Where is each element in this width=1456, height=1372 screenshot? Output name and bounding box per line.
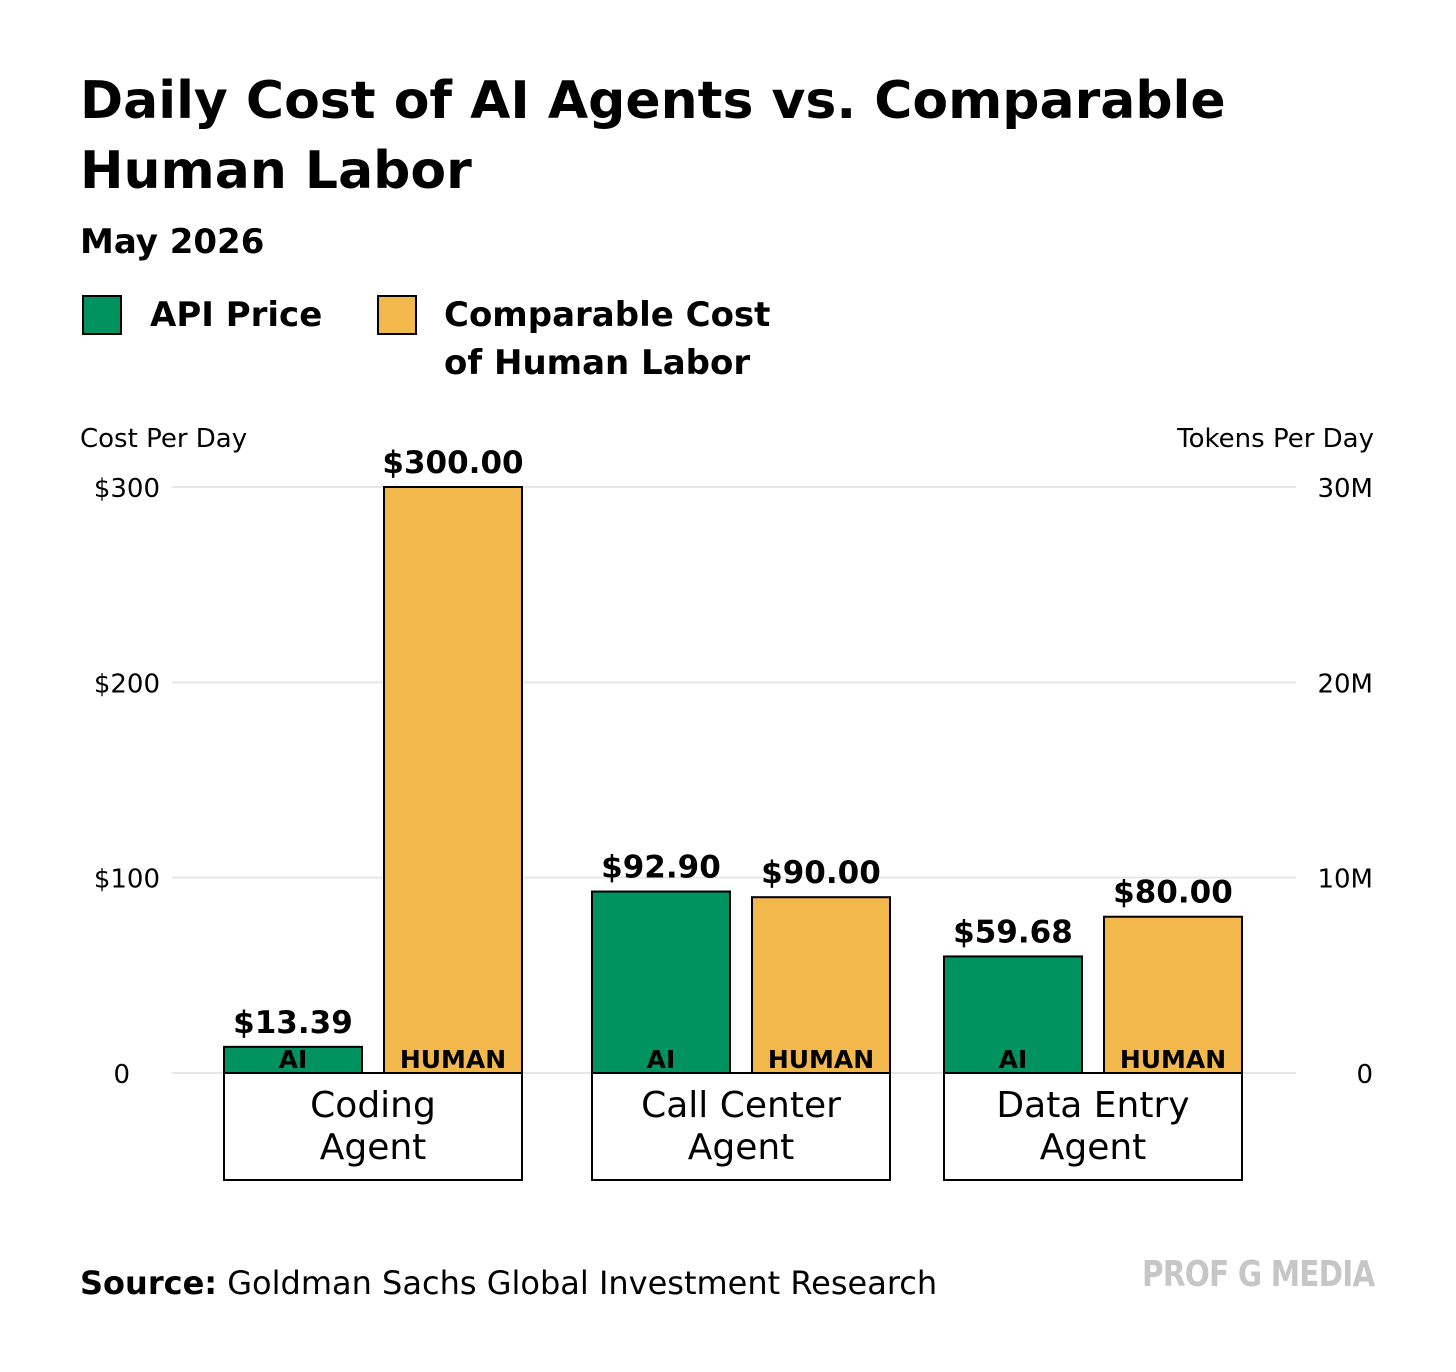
y-tick-label: 0 bbox=[113, 1060, 130, 1090]
y2-tick-label: 10M bbox=[1317, 865, 1373, 895]
category-label: Agent bbox=[1040, 1127, 1147, 1168]
bar bbox=[943, 955, 1083, 1074]
category-box bbox=[223, 1072, 523, 1181]
category-box bbox=[591, 1072, 891, 1181]
y-axis-title: Cost Per Day bbox=[80, 424, 248, 454]
bar bbox=[591, 890, 731, 1074]
y-tick-label: $300 bbox=[94, 474, 160, 504]
category-label: Agent bbox=[320, 1127, 427, 1168]
source-label: Source: bbox=[80, 1264, 218, 1302]
bar-inner-label: HUMAN bbox=[1120, 1045, 1226, 1074]
y2-axis-title: Tokens Per Day bbox=[1177, 424, 1374, 454]
source-note: Source: Goldman Sachs Global Investment … bbox=[80, 1264, 937, 1302]
bar-inner-label: AI bbox=[999, 1045, 1028, 1074]
bar-inner-label: HUMAN bbox=[400, 1045, 506, 1074]
bar-inner-label: AI bbox=[279, 1045, 308, 1074]
data-label: $59.68 bbox=[953, 914, 1073, 950]
category-box bbox=[943, 1072, 1243, 1181]
legend-label-api: API Price bbox=[150, 295, 323, 335]
chart-title: Daily Cost of AI Agents vs. Comparable H… bbox=[80, 71, 1226, 201]
category-label: Call Center bbox=[641, 1085, 841, 1126]
y2-tick-label: 30M bbox=[1317, 474, 1373, 504]
source-text: Goldman Sachs Global Investment Research bbox=[227, 1264, 938, 1302]
data-label: $90.00 bbox=[761, 855, 881, 891]
legend-label-human-line2: of Human Labor bbox=[444, 343, 751, 383]
bar-inner-label: AI bbox=[647, 1045, 676, 1074]
data-label: $92.90 bbox=[601, 850, 721, 886]
y-tick-label: $200 bbox=[94, 669, 160, 699]
category-label: Coding bbox=[310, 1085, 436, 1126]
data-label: $80.00 bbox=[1113, 875, 1233, 911]
bar bbox=[383, 486, 523, 1074]
data-label: $13.39 bbox=[233, 1005, 353, 1041]
bar bbox=[1103, 915, 1243, 1074]
brand-logo: PROF G MEDIA bbox=[1141, 1254, 1375, 1295]
y2-tick-label: 0 bbox=[1356, 1060, 1373, 1090]
y2-tick-label: 20M bbox=[1317, 669, 1373, 699]
legend-swatch-human bbox=[377, 295, 417, 335]
category-label: Data Entry bbox=[996, 1085, 1189, 1126]
legend-label-human-line1: Comparable Cost bbox=[444, 295, 771, 335]
y-tick-label: $100 bbox=[94, 865, 160, 895]
bar-inner-label: HUMAN bbox=[768, 1045, 874, 1074]
category-label: Agent bbox=[688, 1127, 795, 1168]
data-label: $300.00 bbox=[382, 445, 523, 481]
legend-swatch-api bbox=[82, 295, 122, 335]
bar bbox=[751, 896, 891, 1075]
chart-subtitle: May 2026 bbox=[80, 222, 265, 262]
